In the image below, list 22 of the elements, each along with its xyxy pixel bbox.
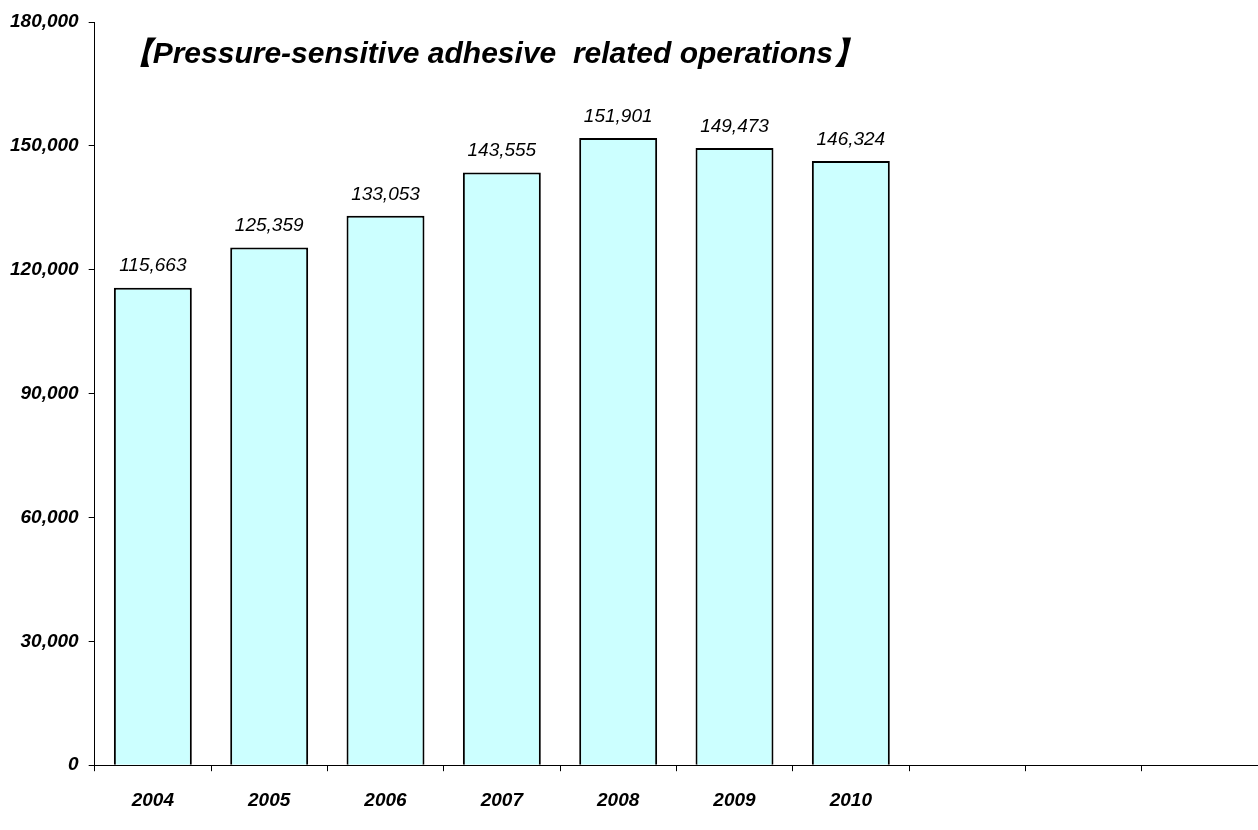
text: 【Pressure-sensitive adhesive related operations】: [122, 36, 863, 70]
x-tick-label: 2009: [712, 788, 757, 810]
data-label: 146,324: [816, 127, 886, 149]
data-label: 133,053: [351, 182, 421, 204]
y-tick-label: 0: [68, 753, 80, 775]
x-tick-label: 2005: [247, 788, 291, 810]
data-label: 125,359: [234, 214, 304, 236]
x-tick-label: 2006: [363, 788, 408, 810]
y-tick-label: 30,000: [20, 629, 80, 651]
x-tick-label: 2010: [828, 788, 873, 810]
x-tick-label: 2007: [479, 788, 525, 810]
x-tick-label: 2004: [130, 788, 175, 810]
y-tick-label: 180,000: [9, 10, 80, 32]
y-tick-label: 150,000: [9, 134, 80, 156]
data-label: 149,473: [700, 114, 770, 136]
y-tick-label: 90,000: [20, 381, 80, 403]
data-label: 115,663: [119, 254, 187, 276]
y-tick-label: 120,000: [9, 257, 80, 279]
y-tick-label: 60,000: [20, 505, 80, 527]
x-tick-label: 2008: [596, 788, 640, 810]
data-label: 143,555: [467, 139, 537, 161]
data-label: 151,901: [583, 104, 653, 126]
